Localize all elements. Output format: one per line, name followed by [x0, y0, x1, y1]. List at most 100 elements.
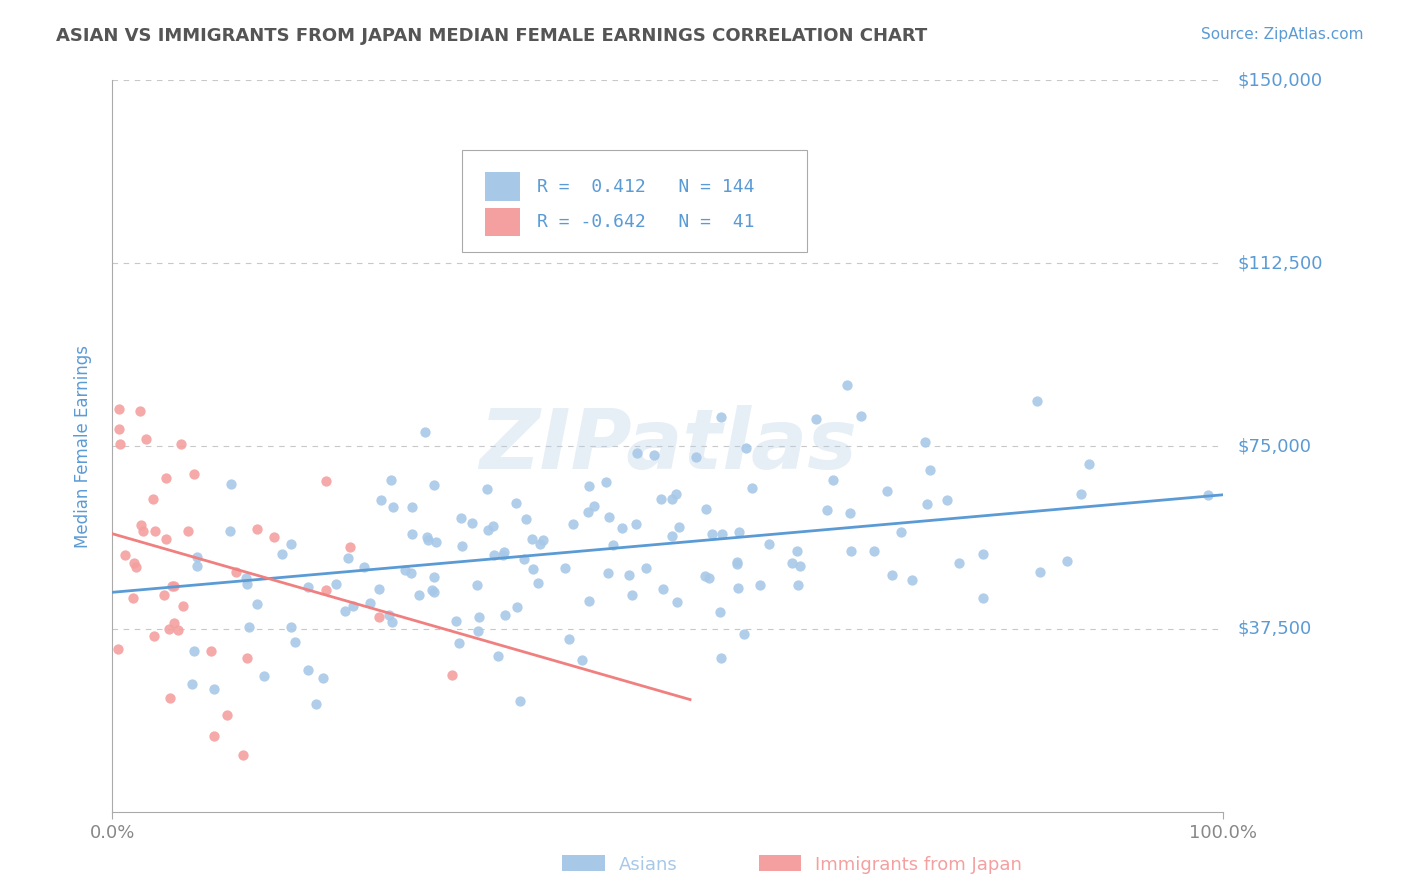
Point	[461, 516, 484, 531]
Text: Immigrants from Japan: Immigrants from Japan	[815, 856, 1022, 874]
Text: $37,500: $37,500	[1237, 620, 1312, 638]
Point	[202, 681, 225, 696]
Point	[710, 527, 733, 541]
Point	[114, 548, 136, 562]
Point	[107, 402, 129, 417]
Point	[661, 491, 683, 506]
Point	[423, 585, 446, 599]
Point	[423, 478, 446, 492]
Point	[727, 555, 749, 569]
Point	[447, 636, 470, 650]
Point	[163, 615, 186, 630]
Point	[219, 524, 242, 538]
Bar	[485, 172, 520, 201]
Point	[177, 524, 200, 539]
Point	[401, 500, 423, 514]
Point	[157, 622, 180, 636]
Point	[183, 467, 205, 481]
Point	[1026, 394, 1049, 409]
Point	[758, 537, 780, 551]
Point	[920, 462, 942, 476]
Point	[108, 421, 131, 435]
Point	[238, 619, 260, 633]
Point	[108, 437, 131, 451]
Point	[122, 557, 145, 571]
Point	[394, 563, 416, 577]
Point	[529, 537, 551, 551]
Point	[284, 635, 307, 649]
Point	[315, 474, 337, 488]
Point	[359, 597, 381, 611]
Point	[733, 626, 755, 640]
Point	[709, 605, 731, 619]
Point	[626, 446, 648, 460]
Point	[839, 544, 862, 558]
Point	[915, 497, 938, 511]
Point	[839, 506, 862, 520]
Point	[170, 436, 193, 450]
Point	[515, 512, 537, 526]
Point	[367, 582, 389, 597]
Point	[576, 505, 599, 519]
Point	[202, 730, 225, 744]
Point	[159, 691, 181, 706]
Point	[451, 539, 474, 553]
Point	[415, 530, 437, 544]
Point	[661, 528, 683, 542]
Point	[304, 697, 326, 711]
Point	[890, 525, 912, 540]
Point	[651, 582, 673, 596]
Point	[235, 571, 257, 585]
Point	[513, 552, 536, 566]
Point	[135, 432, 157, 446]
Point	[181, 677, 204, 691]
Point	[450, 510, 472, 524]
Point	[598, 510, 620, 524]
Point	[710, 410, 733, 425]
Point	[423, 570, 446, 584]
Point	[882, 568, 904, 582]
Point	[728, 525, 751, 540]
Point	[335, 604, 357, 618]
Point	[200, 643, 222, 657]
Point	[399, 566, 422, 581]
Point	[152, 588, 174, 602]
Point	[312, 671, 335, 685]
Point	[1056, 554, 1078, 568]
Text: $75,000: $75,000	[1237, 437, 1312, 455]
Point	[685, 450, 707, 464]
Point	[425, 535, 447, 549]
Point	[749, 578, 772, 592]
Point	[972, 547, 994, 561]
Point	[741, 481, 763, 495]
Point	[155, 533, 177, 547]
Point	[162, 579, 184, 593]
Point	[492, 548, 515, 562]
Point	[554, 561, 576, 575]
Bar	[485, 208, 520, 236]
Point	[183, 644, 205, 658]
Point	[163, 579, 186, 593]
Text: $112,500: $112,500	[1237, 254, 1323, 272]
Point	[665, 595, 688, 609]
Point	[280, 537, 302, 551]
Point	[668, 520, 690, 534]
Point	[643, 448, 665, 462]
Point	[506, 600, 529, 615]
Point	[1029, 565, 1052, 579]
Point	[522, 562, 544, 576]
Point	[408, 588, 430, 602]
Text: ASIAN VS IMMIGRANTS FROM JAPAN MEDIAN FEMALE EARNINGS CORRELATION CHART: ASIAN VS IMMIGRANTS FROM JAPAN MEDIAN FE…	[56, 27, 928, 45]
Point	[131, 524, 153, 538]
Point	[494, 607, 516, 622]
Point	[418, 533, 440, 548]
Point	[186, 550, 208, 565]
Point	[225, 565, 247, 579]
Point	[786, 544, 808, 558]
Point	[578, 479, 600, 493]
Point	[246, 522, 269, 536]
Point	[440, 667, 463, 681]
Point	[531, 533, 554, 547]
Point	[595, 475, 617, 489]
Point	[353, 560, 375, 574]
